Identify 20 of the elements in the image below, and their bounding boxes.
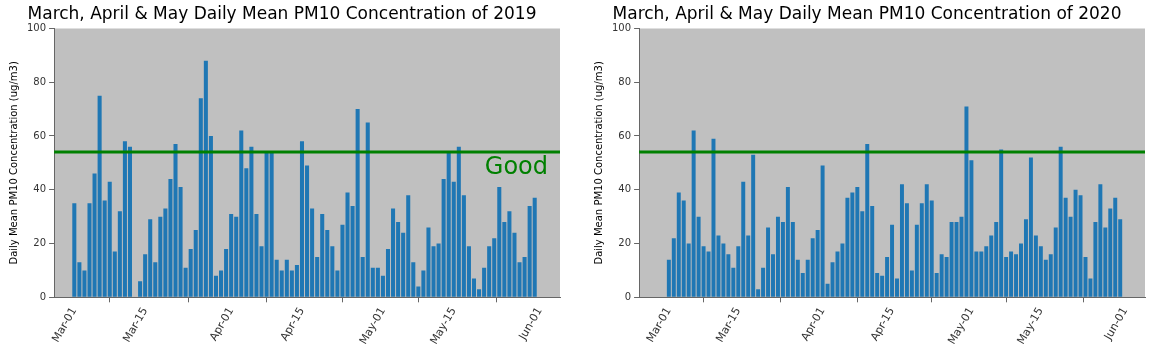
y-tick-label: 60	[618, 129, 632, 141]
y-tick-label: 0	[624, 290, 632, 302]
chart-title: March, April & May Daily Mean PM10 Concentration of 2020	[612, 2, 1122, 23]
y-tick-label: 40	[33, 183, 47, 195]
y-tick-label: 40	[618, 183, 632, 195]
y-axis-title: Daily Mean PM10 Concentration (ug/m3)	[592, 61, 604, 265]
y-tick-label: 20	[618, 237, 632, 249]
bar	[72, 203, 77, 297]
chart-title: March, April & May Daily Mean PM10 Concentration of 2019	[27, 2, 537, 23]
y-tick-label: 100	[611, 21, 632, 33]
y-tick-label: 0	[39, 290, 47, 302]
y-axis-title: Daily Mean PM10 Concentration (ug/m3)	[7, 61, 19, 265]
bar	[532, 197, 537, 297]
y-tick-label: 80	[618, 75, 632, 87]
bar	[299, 141, 305, 297]
y-tick-label: 80	[33, 75, 47, 87]
y-tick-label: 60	[33, 129, 47, 141]
y-tick-label: 20	[33, 237, 47, 249]
y-tick-label: 100	[26, 21, 47, 33]
ref-line-label: Good	[484, 152, 548, 181]
